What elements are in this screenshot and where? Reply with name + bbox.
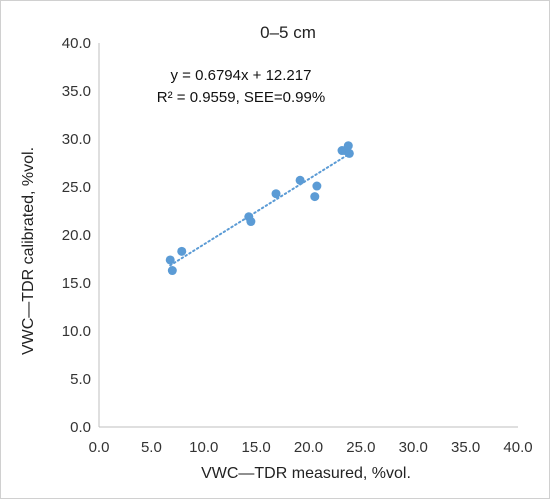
y-tick-label: 40.0 [62, 35, 91, 52]
axes [98, 43, 518, 428]
trendline-stats: R² = 0.9559, SEE=0.99% [157, 89, 325, 106]
x-tick-label: 30.0 [399, 439, 428, 456]
data-point [165, 255, 175, 265]
x-tick-label: 40.0 [503, 439, 532, 456]
y-tick-label: 10.0 [62, 323, 91, 340]
x-tick-labels: 0.0 5.0 10.0 15.0 20.0 25.0 30.0 35.0 40.0 [89, 439, 533, 456]
trendline-equation: y = 0.6794x + 12.217 [171, 67, 312, 84]
data-point [271, 189, 281, 199]
y-tick-labels: 0.0 5.0 10.0 15.0 20.0 25.0 30.0 35.0 40.0 [62, 35, 91, 436]
x-tick-label: 20.0 [294, 439, 323, 456]
x-tick-label: 10.0 [189, 439, 218, 456]
x-tick-label: 25.0 [346, 439, 375, 456]
y-tick-label: 30.0 [62, 131, 91, 148]
chart-title: 0–5 cm [260, 23, 316, 42]
data-point [177, 246, 187, 256]
trendline-group [169, 152, 351, 267]
data-point [295, 175, 305, 185]
y-tick-label: 15.0 [62, 275, 91, 292]
x-axis-label: VWC—TDR measured, %vol. [201, 465, 411, 482]
data-point [343, 141, 353, 151]
y-axis-label: VWC—TDR calibrated, %vol. [20, 147, 37, 355]
data-point [246, 217, 256, 227]
data-point [344, 148, 354, 158]
x-tick-label: 35.0 [451, 439, 480, 456]
x-tick-label: 5.0 [141, 439, 162, 456]
data-point [310, 192, 320, 202]
trendline [169, 152, 351, 267]
y-tick-label: 20.0 [62, 227, 91, 244]
y-tick-label: 35.0 [62, 83, 91, 100]
data-point [312, 181, 322, 191]
x-tick-label: 0.0 [89, 439, 110, 456]
data-points [165, 141, 354, 276]
x-tick-label: 15.0 [242, 439, 271, 456]
data-point [167, 266, 177, 276]
y-tick-label: 0.0 [70, 419, 91, 436]
y-tick-label: 5.0 [70, 371, 91, 388]
y-tick-label: 25.0 [62, 179, 91, 196]
